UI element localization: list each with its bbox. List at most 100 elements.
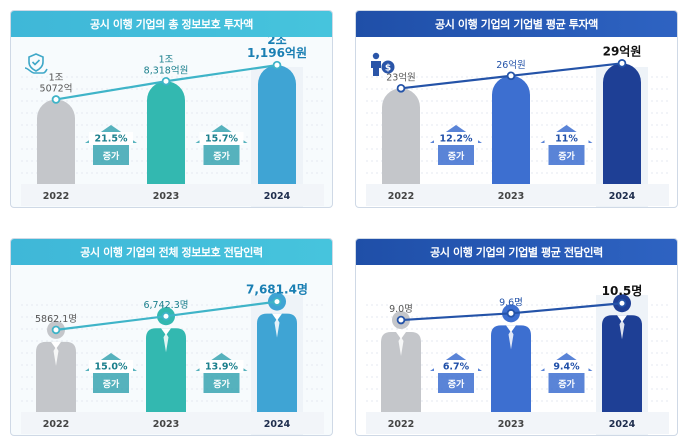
growth-rate: 12.2% [440, 134, 473, 145]
person-collar [51, 341, 61, 349]
value-label: 6,742.3명 [143, 300, 188, 311]
trend-point [272, 297, 282, 306]
growth-rate: 9.4% [553, 362, 580, 373]
bar [492, 75, 530, 184]
growth-label: 증가 [213, 378, 230, 390]
total-investment-chart: 2022 2023 2024 1조 5072억 1조 8,318억원 2조 1,196억원 21.… [21, 37, 324, 207]
trend-point [161, 311, 171, 321]
growth-rate-box [544, 132, 589, 145]
growth-rate-box [89, 132, 133, 145]
growth-rate: 13.9% [205, 362, 238, 373]
trend-point [272, 60, 282, 70]
person-tie [619, 320, 625, 340]
growth-rate-box [544, 360, 589, 373]
category-label: 2022 [388, 191, 414, 202]
person-body [491, 325, 531, 412]
person-collar [272, 313, 282, 321]
panel-avg-staff: 공시 이행 기업의 기업별 평균 전담인력 2022 2023 2024 9.0명 9.… [355, 238, 678, 436]
growth-label: 증가 [558, 378, 575, 390]
person-tie [53, 346, 59, 366]
value-label: 9.0명 [389, 304, 413, 315]
category-label: 2022 [388, 419, 414, 430]
bar [603, 63, 641, 184]
growth-rate: 11% [555, 134, 578, 145]
hand-shield-icon [24, 53, 48, 74]
person-collar [161, 328, 171, 336]
axis-band [21, 412, 324, 434]
bar [37, 99, 75, 184]
value-label: 5862.1명 [35, 314, 77, 325]
value-label: 10.5명 [602, 284, 643, 298]
growth-label: 증가 [103, 378, 120, 390]
person-money-icon: $ [371, 52, 395, 76]
growth-rate: 21.5% [95, 134, 128, 145]
category-label: 2023 [153, 191, 179, 202]
value-label: 9.6명 [499, 297, 523, 308]
growth-rate-box [434, 360, 478, 373]
bar [147, 81, 185, 184]
category-label: 2022 [43, 419, 69, 430]
value-label: 23억원 [386, 71, 416, 83]
person-tie [163, 333, 169, 353]
growth-label: 증가 [103, 150, 120, 162]
value-label: 1조 5072억 [40, 72, 73, 94]
svg-text:$: $ [385, 64, 391, 74]
panel-title: 공시 이행 기업의 전체 정보보호 전담인력 [11, 239, 332, 265]
category-label: 2022 [43, 191, 69, 202]
person-tie [508, 330, 514, 350]
panel-total-investment: 공시 이행 기업의 총 정보보호 투자액 2022 2023 2024 1조 5072억… [10, 10, 333, 208]
trend-point [617, 298, 627, 308]
trend-point [396, 83, 406, 93]
person-tie [274, 318, 280, 338]
person-body [602, 315, 642, 412]
avg-investment-chart: 2022 2023 2024 23억원 26억원 29억원 12.2% 증가 11% 증가 [366, 44, 669, 207]
person-body [146, 328, 186, 412]
category-label: 2023 [153, 419, 179, 430]
panel-title: 공시 이행 기업의 총 정보보호 투자액 [11, 11, 332, 37]
growth-rate-box [89, 360, 133, 373]
axis-band [366, 412, 669, 434]
axis-band [366, 184, 669, 206]
value-label: 7,681.4명 [246, 283, 308, 297]
category-label: 2023 [498, 419, 524, 430]
value-label: 26억원 [496, 59, 526, 71]
growth-rate: 15.7% [205, 134, 238, 145]
panel-title: 공시 이행 기업의 기업별 평균 투자액 [356, 11, 677, 37]
growth-rate-box [199, 132, 244, 145]
trend-point [506, 71, 516, 81]
trend-point [506, 309, 516, 318]
category-label: 2023 [498, 191, 524, 202]
growth-label: 증가 [558, 150, 575, 162]
growth-label: 증가 [448, 378, 465, 390]
value-label: 1조 8,318억원 [144, 54, 189, 76]
growth-rate-box [199, 360, 244, 373]
category-label: 2024 [264, 191, 291, 202]
category-label: 2024 [609, 191, 636, 202]
panel-total-staff: 공시 이행 기업의 전체 정보보호 전담인력 2022 2023 2024 5862.… [10, 238, 333, 436]
person-body [381, 332, 421, 412]
trend-point [51, 325, 61, 335]
person-body [257, 313, 297, 412]
avg-staff-chart: 2022 2023 2024 9.0명 9.6명 10.5명 6.7% 증가 9.4% 증가 [366, 284, 669, 435]
person-collar [396, 332, 406, 340]
trend-point [161, 76, 171, 86]
value-label: 2조 1,196억원 [247, 37, 307, 60]
person-collar [506, 325, 516, 333]
growth-rate: 15.0% [95, 362, 128, 373]
growth-rate: 6.7% [443, 362, 470, 373]
bar [258, 65, 296, 184]
bar [382, 88, 420, 184]
growth-label: 증가 [448, 150, 465, 162]
person-collar [617, 315, 627, 323]
trend-point [51, 95, 61, 104]
panel-title: 공시 이행 기업의 기업별 평균 전담인력 [356, 239, 677, 265]
person-tie [398, 337, 404, 357]
category-label: 2024 [264, 419, 291, 430]
trend-point [617, 59, 627, 68]
growth-label: 증가 [213, 150, 230, 162]
value-label: 29억원 [603, 44, 642, 58]
category-label: 2024 [609, 419, 636, 430]
trend-point [396, 315, 406, 325]
person-body [36, 341, 76, 412]
total-staff-chart: 2022 2023 2024 5862.1명 6,742.3명 7,681.4명 15.0%… [21, 283, 324, 435]
